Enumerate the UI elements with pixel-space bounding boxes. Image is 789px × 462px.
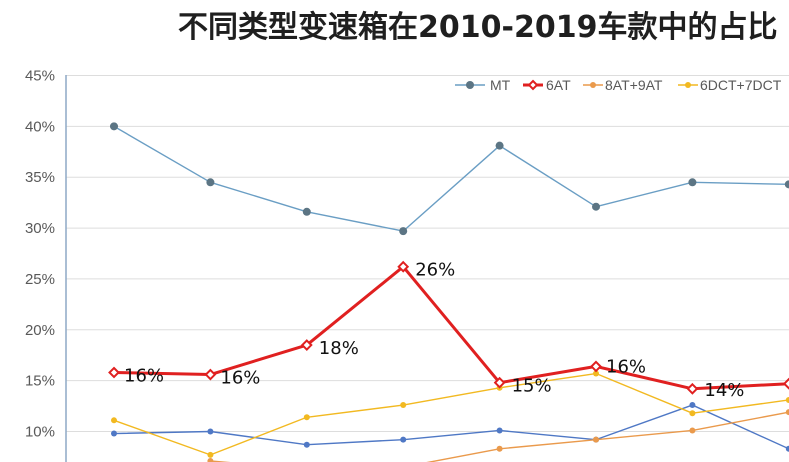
- data-point: [592, 202, 600, 211]
- series-line: [210, 411, 789, 462]
- legend-label: 8AT+9AT: [605, 77, 663, 93]
- legend-label: MT: [490, 77, 511, 93]
- data-label: 16%: [124, 366, 164, 387]
- series-line: [113, 265, 789, 391]
- legend-item: 6AT: [523, 77, 571, 93]
- data-point: [206, 178, 215, 187]
- data-label: 15%: [512, 376, 552, 397]
- data-point: [397, 260, 410, 273]
- data-point: [493, 376, 506, 389]
- series-unlabeled: [111, 402, 789, 452]
- data-point: [110, 122, 118, 131]
- data-point: [302, 207, 311, 216]
- y-tick-label: 45%: [25, 68, 55, 85]
- legend-item: MT: [455, 77, 511, 93]
- data-point: [111, 430, 117, 437]
- data-point: [785, 445, 789, 452]
- data-point: [111, 417, 117, 424]
- y-tick-label: 30%: [25, 220, 55, 237]
- legend-marker: [466, 81, 474, 89]
- data-point: [686, 382, 699, 395]
- data-labels: 16% 16% 18% 26% 15% 16% 14%: [124, 260, 744, 401]
- data-point: [689, 427, 696, 434]
- series-6at: [108, 260, 789, 395]
- legend-marker: [685, 82, 691, 88]
- series-line: [113, 125, 789, 232]
- data-point: [784, 180, 789, 189]
- y-tick-label: 20%: [25, 322, 55, 339]
- data-label: 16%: [220, 368, 260, 389]
- legend: MT 6AT 8AT+9AT 6DCT+7DCT: [455, 77, 782, 93]
- y-tick-label: 40%: [25, 118, 55, 135]
- data-point: [785, 396, 789, 403]
- data-point: [303, 441, 310, 448]
- y-tick-label: 25%: [25, 271, 55, 288]
- gridlines: [66, 75, 789, 432]
- series-6dct-7dct: [111, 370, 789, 458]
- series-8at-9at: [207, 409, 789, 462]
- data-point: [207, 451, 214, 458]
- series-mt: [110, 122, 789, 236]
- data-label: 16%: [606, 356, 646, 377]
- data-point: [400, 436, 407, 443]
- data-point: [496, 427, 503, 434]
- data-point: [593, 436, 599, 443]
- y-axis-ticks: 10% 15% 20% 25% 30% 35% 40% 45%: [25, 68, 55, 441]
- series-line: [113, 404, 789, 450]
- legend-label: 6AT: [546, 77, 571, 93]
- data-point: [688, 178, 697, 187]
- data-point: [593, 370, 599, 377]
- data-point: [689, 410, 696, 417]
- data-label: 14%: [704, 380, 744, 401]
- data-point: [590, 360, 602, 373]
- data-point: [207, 457, 214, 462]
- data-point: [204, 368, 217, 381]
- series-lines: [108, 122, 789, 462]
- data-point: [400, 402, 407, 409]
- data-point: [207, 428, 214, 435]
- data-point: [108, 366, 120, 379]
- chart-title: 不同类型变速箱在2010-2019车款中的占比: [178, 10, 778, 45]
- data-point: [785, 409, 789, 416]
- legend-marker: [590, 82, 596, 88]
- data-label: 26%: [415, 260, 455, 281]
- legend-item: 8AT+9AT: [583, 77, 663, 93]
- data-point: [399, 227, 408, 236]
- data-point: [303, 414, 310, 421]
- legend-item: 6DCT+7DCT: [678, 77, 782, 93]
- data-point: [495, 141, 504, 150]
- legend-marker: [527, 79, 539, 91]
- y-tick-label: 15%: [25, 373, 55, 390]
- data-point: [496, 445, 503, 452]
- legend-label: 6DCT+7DCT: [700, 77, 782, 93]
- y-tick-label: 35%: [25, 169, 55, 186]
- data-point: [689, 402, 696, 409]
- y-tick-label: 10%: [25, 424, 55, 441]
- series-line: [113, 372, 789, 456]
- data-label: 18%: [319, 338, 359, 359]
- data-point: [300, 339, 313, 351]
